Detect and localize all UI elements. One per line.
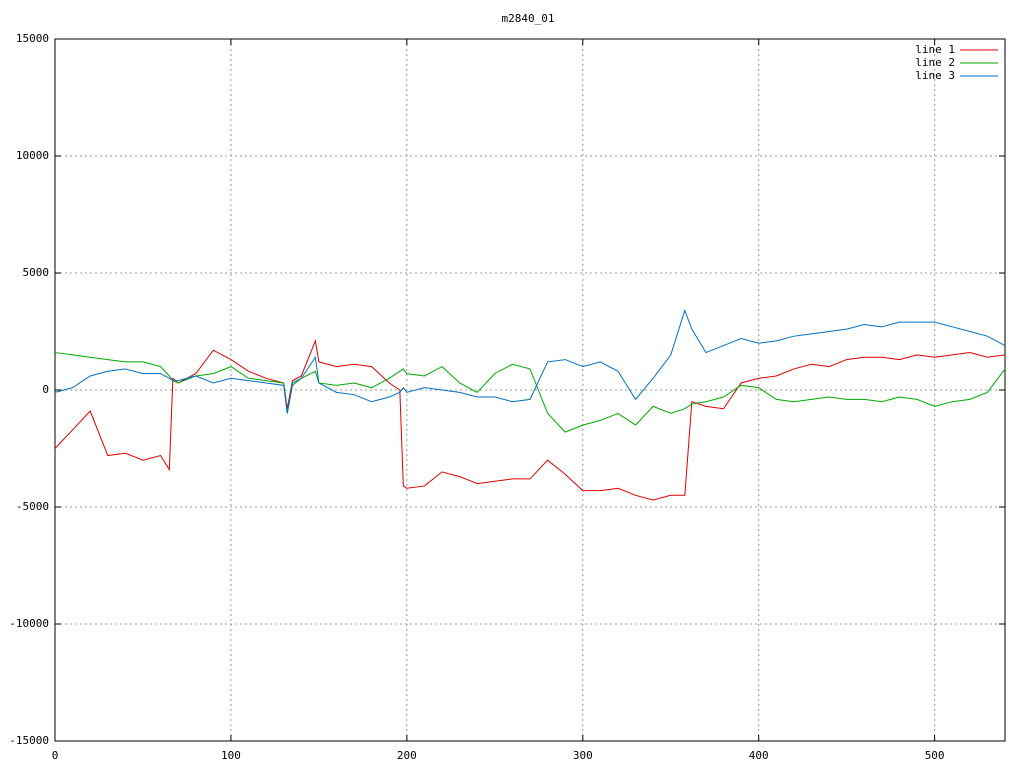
x-tick-label: 200: [397, 749, 417, 762]
y-tick-label: 15000: [16, 32, 49, 45]
y-tick-label: 10000: [16, 149, 49, 162]
x-tick-label: 500: [925, 749, 945, 762]
x-tick-label: 300: [573, 749, 593, 762]
y-tick-label: 0: [42, 383, 49, 396]
legend-label: line 3: [915, 69, 955, 82]
y-tick-label: -5000: [16, 500, 49, 513]
y-tick-label: -10000: [9, 617, 49, 630]
data-line: [54, 352, 1006, 433]
chart-title: m2840_01: [502, 12, 555, 25]
x-tick-label: 100: [221, 749, 241, 762]
data-line: [54, 308, 1006, 414]
data-line: [54, 339, 1006, 501]
x-tick-label: 400: [749, 749, 769, 762]
legend-label: line 1: [915, 43, 955, 56]
x-tick-label: 0: [52, 749, 59, 762]
y-tick-label: -15000: [9, 734, 49, 747]
y-tick-label: 5000: [23, 266, 50, 279]
legend-label: line 2: [915, 56, 955, 69]
